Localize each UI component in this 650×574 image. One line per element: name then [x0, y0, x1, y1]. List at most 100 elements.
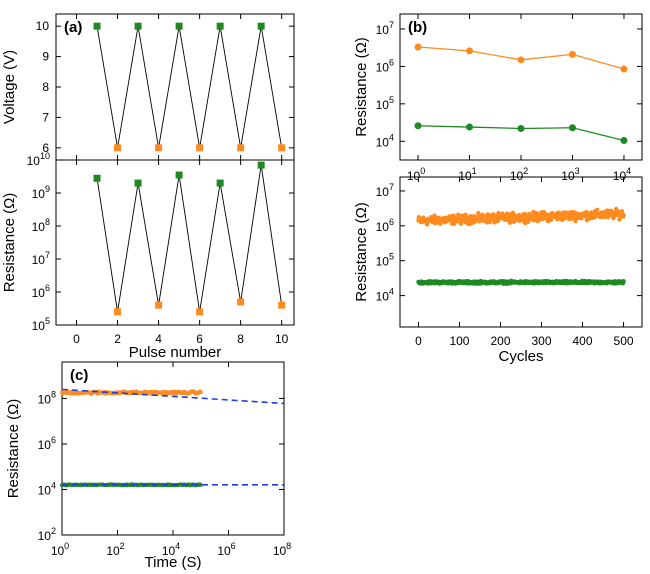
x-tick-label: 100: [449, 334, 469, 348]
data-point: [198, 390, 203, 395]
data-point: [134, 179, 142, 187]
data-point: [114, 308, 122, 316]
data-point: [175, 171, 183, 179]
y-tick-label: 105: [376, 252, 394, 269]
y-tick-label: 105: [32, 316, 50, 333]
y-tick-label: 104: [376, 287, 394, 304]
data-point: [278, 301, 286, 309]
plot-frame: [61, 361, 285, 536]
data-point: [414, 122, 422, 130]
y-tick-label: 9: [42, 50, 49, 64]
y-tick-label: 108: [38, 389, 56, 406]
x-tick-label: 102: [510, 166, 528, 183]
x-axis-label: Time (S): [145, 554, 202, 571]
data-point: [617, 217, 622, 222]
data-point: [198, 482, 203, 487]
data-point: [534, 211, 540, 216]
series-line: [96, 165, 283, 312]
x-tick-label: 108: [273, 541, 291, 558]
y-tick-label: 109: [32, 184, 50, 201]
y-tick-label: 107: [376, 20, 394, 37]
data-point: [114, 144, 122, 152]
y-tick-label: 107: [376, 182, 394, 199]
y-tick-label: 106: [376, 217, 394, 234]
y-axis-label: Resistance (Ω): [353, 37, 370, 137]
x-axis-label: Cycles: [498, 348, 543, 365]
data-point: [134, 22, 142, 30]
x-tick-label: 0: [73, 332, 80, 346]
data-point: [621, 278, 626, 284]
x-tick-label: 300: [531, 334, 551, 348]
data-point: [257, 161, 265, 169]
data-point: [517, 124, 525, 132]
data-point: [620, 136, 628, 144]
y-tick-label: 107: [32, 250, 50, 267]
x-tick-label: 4: [155, 332, 162, 346]
x-tick-label: 103: [561, 166, 579, 183]
y-tick-label: 106: [32, 283, 50, 300]
y-tick-label: 6: [42, 141, 49, 155]
y-tick-label: 105: [376, 95, 394, 112]
x-tick-label: 100: [51, 541, 69, 558]
x-tick-label: 104: [162, 541, 180, 558]
x-tick-label: 102: [106, 541, 124, 558]
panel-label: (b): [408, 19, 427, 36]
data-point: [568, 50, 576, 58]
data-point: [216, 22, 224, 30]
data-point: [175, 22, 183, 30]
data-point: [507, 220, 513, 225]
data-point: [196, 308, 204, 316]
y-tick-label: 8: [42, 80, 49, 94]
x-tick-label: 0: [415, 334, 422, 348]
data-point: [414, 43, 422, 51]
x-tick-label: 101: [458, 166, 476, 183]
fit-line: [61, 388, 285, 405]
x-tick-label: 6: [196, 332, 203, 346]
x-tick-label: 104: [613, 166, 631, 183]
data-point: [511, 211, 516, 217]
data-point: [568, 124, 576, 132]
data-point: [216, 179, 224, 187]
x-tick-label: 200: [490, 334, 510, 348]
scatter-series: [416, 206, 626, 227]
data-point: [278, 144, 286, 152]
data-point: [476, 210, 481, 216]
y-tick-label: 1010: [27, 151, 50, 168]
y-axis-label: Voltage (V): [1, 50, 18, 124]
data-point: [619, 208, 625, 214]
data-point: [466, 47, 474, 55]
x-tick-label: 8: [237, 332, 244, 346]
y-tick-label: 7: [42, 110, 49, 124]
data-point: [155, 301, 163, 309]
data-point: [466, 123, 474, 131]
y-axis-label: Resistance (Ω): [353, 202, 370, 302]
panel-label: (c): [70, 367, 88, 384]
plot-frame: [399, 176, 643, 328]
data-point: [595, 207, 600, 213]
plot-frame: [55, 13, 295, 161]
y-tick-label: 102: [38, 526, 56, 543]
x-tick-label: 400: [573, 334, 593, 348]
data-point: [196, 144, 204, 152]
y-tick-label: 10: [36, 19, 50, 33]
y-tick-label: 104: [38, 480, 56, 497]
plot-frame: [55, 159, 295, 326]
x-tick-label: 106: [217, 541, 235, 558]
data-point: [155, 144, 163, 152]
data-point: [620, 65, 628, 73]
data-point: [517, 56, 525, 64]
series-line: [96, 26, 283, 148]
scatter-series: [60, 389, 203, 397]
data-point: [93, 174, 101, 182]
x-tick-label: 500: [614, 334, 634, 348]
x-tick-label: 10: [275, 332, 289, 346]
x-tick-label: 100: [407, 166, 425, 183]
y-tick-label: 104: [376, 132, 394, 149]
y-axis-label: Resistance (Ω): [5, 399, 22, 499]
data-point: [257, 22, 265, 30]
y-tick-label: 108: [32, 217, 50, 234]
scatter-series: [416, 278, 626, 286]
x-tick-label: 2: [114, 332, 121, 346]
data-point: [579, 216, 584, 221]
